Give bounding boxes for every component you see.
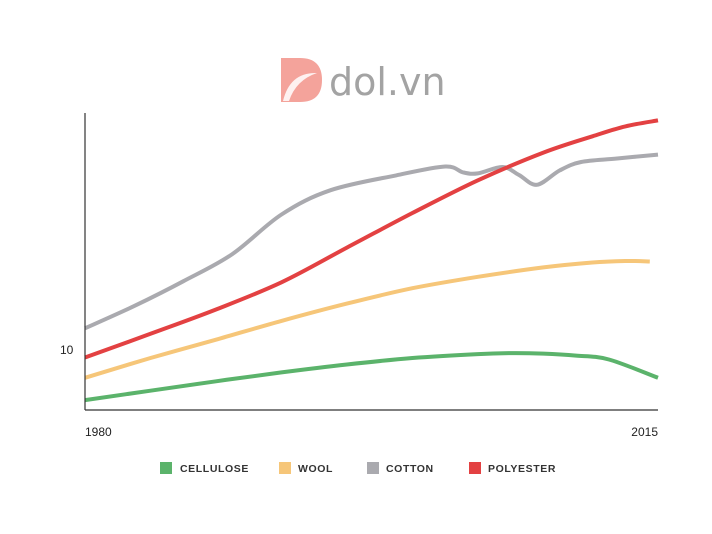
series-line-polyester bbox=[84, 118, 659, 360]
legend-swatch-cellulose bbox=[160, 462, 172, 474]
series-line-cellulose bbox=[84, 351, 659, 403]
legend-item-polyester: POLYESTER bbox=[469, 462, 556, 475]
legend-swatch-wool bbox=[279, 462, 291, 474]
series-layer bbox=[84, 118, 659, 403]
legend-item-cellulose: CELLULOSE bbox=[160, 462, 249, 475]
y-tick-label-10: 10 bbox=[60, 343, 74, 357]
x-tick-label-1980: 1980 bbox=[85, 425, 112, 439]
series-line-cotton bbox=[84, 152, 659, 331]
legend: CELLULOSE WOOL COTTON POLYESTER bbox=[160, 462, 556, 475]
legend-label-cellulose: CELLULOSE bbox=[180, 463, 249, 475]
legend-item-wool: WOOL bbox=[279, 462, 333, 475]
legend-swatch-polyester bbox=[469, 462, 481, 474]
legend-label-polyester: POLYESTER bbox=[488, 463, 556, 475]
x-tick-label-2015: 2015 bbox=[631, 425, 658, 439]
watermark: dol.vn bbox=[281, 58, 446, 104]
legend-label-cotton: COTTON bbox=[386, 463, 434, 475]
legend-label-wool: WOOL bbox=[298, 463, 333, 475]
plot-area bbox=[84, 113, 659, 411]
legend-swatch-cotton bbox=[367, 462, 379, 474]
watermark-text: dol.vn bbox=[329, 60, 446, 104]
series-line-wool bbox=[84, 258, 650, 380]
dol-logo-swoosh bbox=[283, 72, 317, 101]
legend-item-cotton: COTTON bbox=[367, 462, 434, 475]
